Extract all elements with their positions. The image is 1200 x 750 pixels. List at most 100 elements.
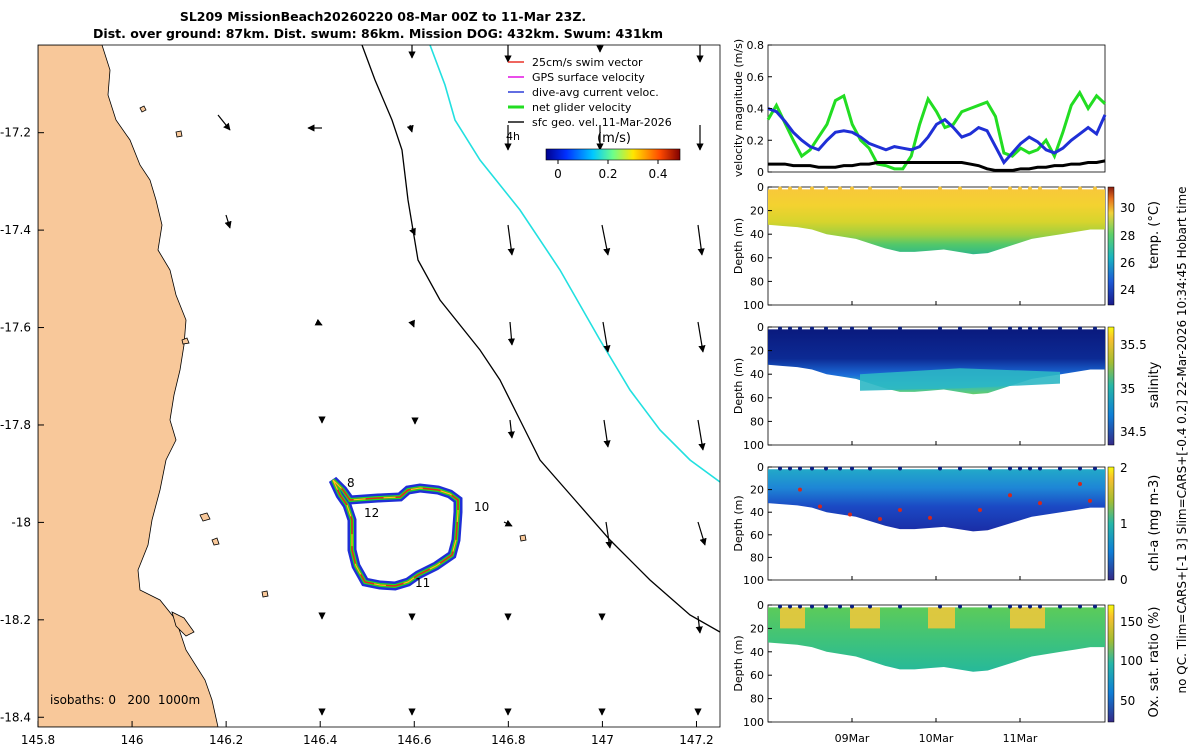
surface-sample-dot <box>958 604 962 609</box>
velocity-series-line <box>768 159 1106 172</box>
island <box>175 130 183 138</box>
surface-sample-dot <box>824 186 828 191</box>
legend-swim: 25cm/s swim vector <box>532 56 643 69</box>
isobath-200m <box>361 45 720 633</box>
map-legend: 25cm/s swim vector GPS surface velocity … <box>506 56 681 181</box>
chla-high-point <box>878 516 882 521</box>
ox-cbar-tick: 50 <box>1120 694 1135 708</box>
surface-sample-dot <box>838 604 842 609</box>
surface-sample-dot <box>778 326 782 331</box>
map-x-tick-label: 147 <box>591 733 614 747</box>
depth-tick-label: 20 <box>750 345 764 358</box>
title-line1: SL209 MissionBeach20260220 08-Mar 00Z to… <box>180 9 586 24</box>
island <box>519 534 527 542</box>
surface-sample-dot <box>898 604 902 609</box>
cbar-tick-label: 0.4 <box>648 167 667 181</box>
geo-velocity-arrow <box>602 321 611 353</box>
surface-sample-dot <box>778 186 782 191</box>
map-x-tick-label: 145.8 <box>21 733 55 747</box>
speed-colorbar <box>545 148 681 161</box>
velocity-y-tick-label: 0 <box>757 166 764 179</box>
surface-sample-dot <box>850 186 854 191</box>
chla-high-point <box>928 515 932 520</box>
surface-sample-dot <box>898 326 902 331</box>
island <box>261 590 269 598</box>
depth-tick-label: 60 <box>750 392 764 405</box>
surface-velocity-vectors <box>217 45 707 716</box>
surface-sample-dot <box>1058 326 1062 331</box>
surface-sample-dot <box>958 326 962 331</box>
surface-sample-dot <box>938 466 942 471</box>
geo-velocity-arrow <box>406 124 414 133</box>
depth-tick-label: 80 <box>750 551 764 564</box>
ox-label: Ox. sat. ratio (%) <box>1147 607 1162 718</box>
isobaths-label: isobaths: 0 200 1000m <box>50 693 200 707</box>
surface-sample-dot <box>850 604 854 609</box>
surface-sample-dot <box>788 604 792 609</box>
depth-tick-label: 60 <box>750 669 764 682</box>
map-panel: 145.8 146 146.2 146.4 146.6 146.8 147 147.2 -17.… <box>0 44 721 747</box>
surface-sample-dot <box>798 186 802 191</box>
map-axes: 145.8 146 146.2 146.4 146.6 146.8 147 147.2 -17.… <box>0 126 714 747</box>
sal-cbar-tick: 35.5 <box>1120 338 1147 352</box>
chla-high-point <box>848 512 852 517</box>
map-x-tick-label: 146.2 <box>209 733 243 747</box>
surface-sample-dot <box>1058 604 1062 609</box>
depth-tick-label: 20 <box>750 205 764 218</box>
track-swim <box>332 479 459 587</box>
surface-sample-dot <box>850 326 854 331</box>
surface-sample-dot <box>1018 604 1022 609</box>
surface-sample-dot <box>868 466 872 471</box>
geo-velocity-arrow <box>507 419 515 439</box>
chla-section-fill <box>768 469 1105 532</box>
surface-sample-dot <box>868 604 872 609</box>
chl-label: chl-a (mg m-3) <box>1147 475 1162 572</box>
temp-cbar-tick: 30 <box>1120 201 1135 215</box>
surface-sample-dot <box>778 604 782 609</box>
sal-cbar-tick: 34.5 <box>1120 425 1147 439</box>
geo-velocity-arrow <box>603 419 611 448</box>
depth-tick-label: 0 <box>757 599 764 612</box>
geo-velocity-arrow <box>507 321 516 346</box>
cbar-tick-label: 0.2 <box>598 167 617 181</box>
surface-sample-dot <box>838 326 842 331</box>
map-y-tick-label: -17.6 <box>0 321 31 335</box>
map-y-tick-label: -18.2 <box>0 613 31 627</box>
velocity-series-line <box>767 107 1107 166</box>
geo-velocity-arrow <box>503 519 513 527</box>
depth-tick-label: 80 <box>750 693 764 706</box>
oxygen-high-patch <box>780 607 805 629</box>
map-y-tick-label: -17.8 <box>0 418 31 432</box>
surface-sample-dot <box>1018 186 1022 191</box>
map-x-tick-label: 146.6 <box>397 733 431 747</box>
legend-geo: sfc geo. vel. 11-Mar-2026 <box>532 116 672 129</box>
island <box>171 611 195 637</box>
velocity-y-tick-label: 0.2 <box>747 134 765 147</box>
day-label: 8 <box>347 476 355 490</box>
depth-ylabel: Depth (m) <box>732 635 745 691</box>
chla-high-point <box>1088 498 1092 503</box>
geo-velocity-arrow <box>695 615 703 634</box>
salinity-deep-patch <box>860 368 1060 391</box>
depth-tick-label: 40 <box>750 506 764 519</box>
temp-label: temp. (°C) <box>1147 201 1162 269</box>
depth-ylabel: Depth (m) <box>732 358 745 414</box>
island <box>181 337 190 345</box>
surface-sample-dot <box>1008 186 1012 191</box>
chla-high-point <box>798 487 802 492</box>
surface-sample-dot <box>1038 604 1042 609</box>
surface-sample-dot <box>1078 186 1082 191</box>
geo-velocity-arrow <box>217 114 231 131</box>
surface-sample-dot <box>1018 466 1022 471</box>
isobath-1000m <box>429 45 720 483</box>
chl-colorbar <box>1107 466 1115 581</box>
surface-sample-dot <box>898 466 902 471</box>
surface-sample-dot <box>988 466 992 471</box>
surface-sample-dot <box>788 186 792 191</box>
surface-sample-dot <box>868 186 872 191</box>
day-label: 11 <box>415 576 430 590</box>
surface-sample-dot <box>958 466 962 471</box>
time-tick-label: 10Mar <box>919 732 954 745</box>
velocity-y-tick-label: 0.4 <box>747 103 765 116</box>
surface-sample-dot <box>810 186 814 191</box>
